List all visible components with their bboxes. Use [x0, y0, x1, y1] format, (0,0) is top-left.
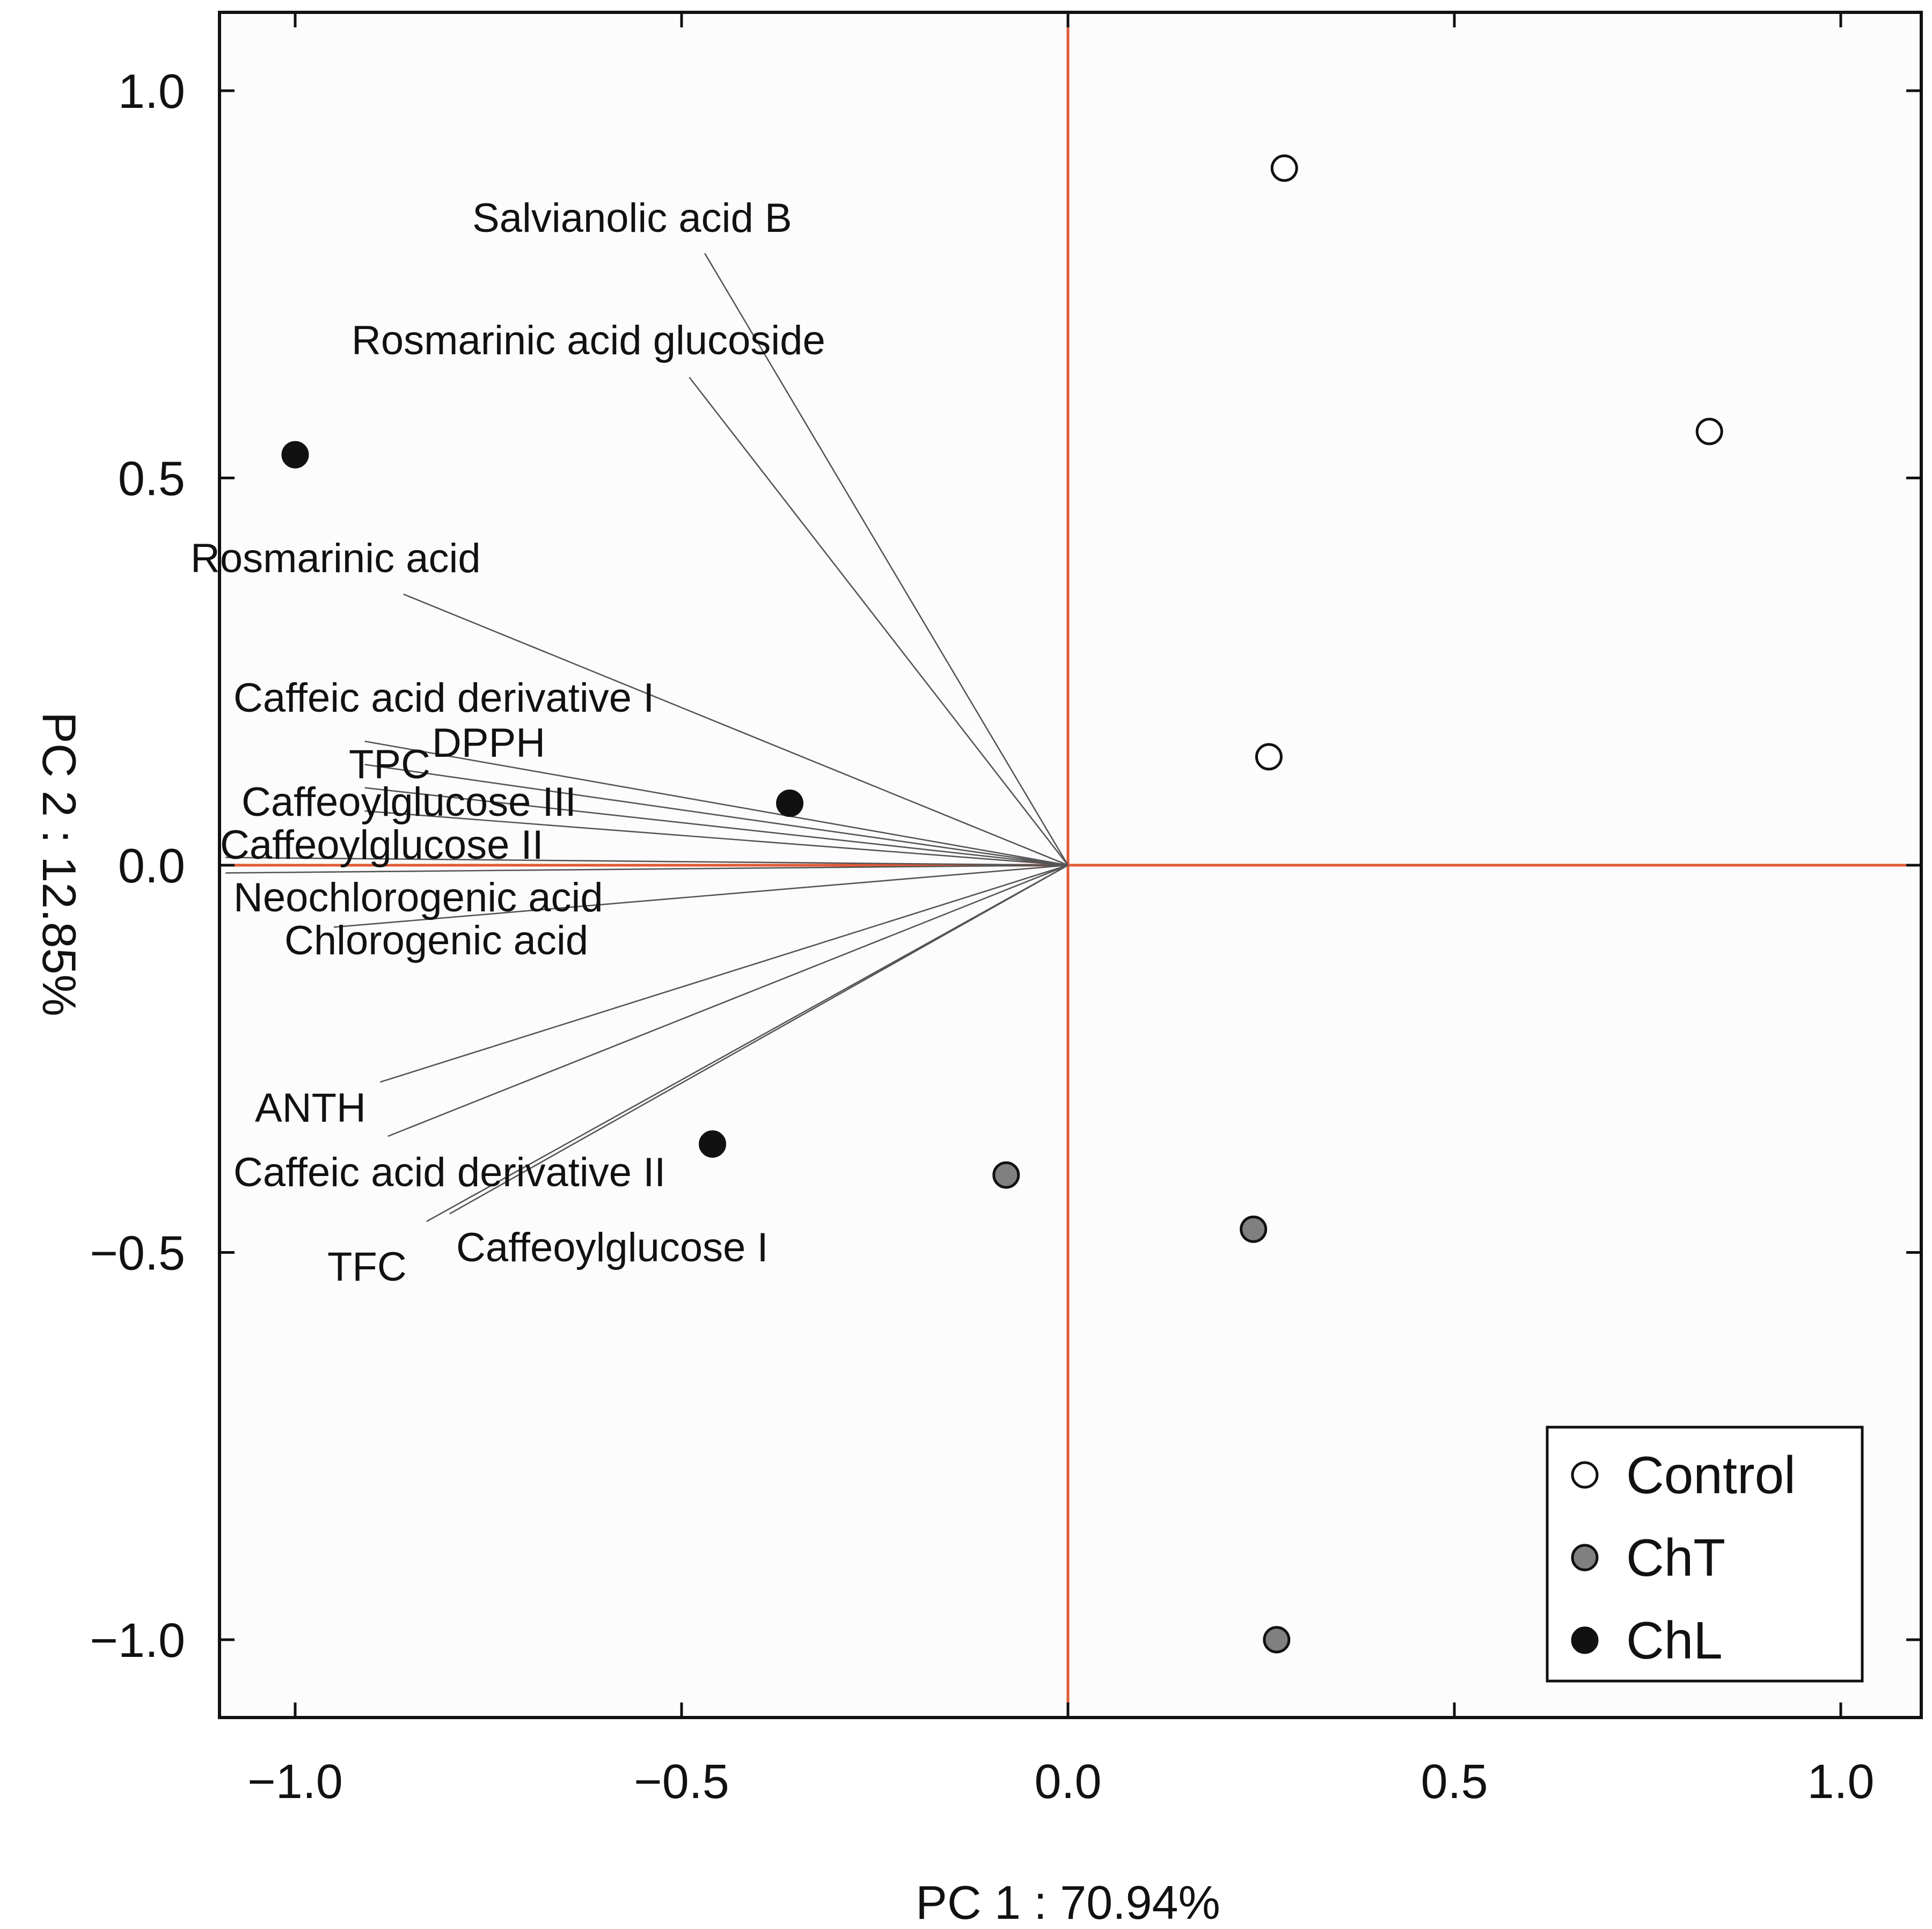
axis-ticks: [219, 12, 1921, 1718]
loading-vector-10: [380, 864, 1069, 1083]
loading-vector-3: [364, 740, 1069, 866]
variable-label: Caffeic acid derivative II: [233, 1150, 665, 1195]
loading-vector-9: [333, 864, 1069, 928]
point-control: [1255, 743, 1283, 771]
variable-label: TFC: [327, 1244, 407, 1290]
variable-label: Salvianolic acid B: [472, 195, 792, 241]
loading-vectors: [225, 253, 1069, 1222]
x-tick-label: 1.0: [1807, 1755, 1874, 1809]
point-chl: [281, 441, 309, 469]
legend-label-control: Control: [1626, 1445, 1796, 1504]
point-control: [1270, 154, 1298, 182]
loading-vector-5: [364, 787, 1069, 866]
loading-vector-1: [689, 377, 1069, 866]
x-tick-label: 0.5: [1421, 1755, 1488, 1809]
score-points: [281, 154, 1723, 1654]
loading-vector-6: [364, 810, 1069, 866]
y-axis-title: PC 2 : 12.85%: [33, 712, 86, 1016]
legend-label-cht: ChT: [1626, 1528, 1725, 1587]
point-control: [1695, 418, 1723, 445]
variable-label: Caffeic acid derivative I: [233, 675, 654, 721]
point-cht: [1263, 1626, 1291, 1654]
variable-label: Rosmarinic acid: [191, 536, 481, 581]
variable-label: Caffeoylglucose I: [456, 1225, 769, 1270]
variable-label: TPC: [349, 742, 430, 787]
y-tick-label: −0.5: [90, 1227, 185, 1281]
x-tick-label: 0.0: [1034, 1755, 1101, 1809]
variable-labels: Salvianolic acid B Rosmarinic acid glucos…: [191, 195, 825, 1290]
x-tick-label: −0.5: [634, 1755, 729, 1809]
legend-box: [1546, 1426, 1864, 1683]
y-tick-label: −1.0: [90, 1614, 185, 1668]
legend-label-chl: ChL: [1626, 1611, 1723, 1670]
variable-label: ANTH: [255, 1085, 366, 1131]
legend-marker-control: [1571, 1461, 1599, 1489]
point-cht: [992, 1161, 1020, 1189]
loading-vector-12: [426, 864, 1069, 1222]
variable-label: Caffeoylglucose II: [220, 822, 544, 868]
point-chl: [776, 790, 804, 817]
variable-label: Rosmarinic acid glucoside: [352, 318, 825, 363]
loading-vector-2: [403, 593, 1069, 866]
tick-labels: −1.0 −0.5 0.0 0.5 1.0 −1.0 −0.5 0.0 0.5 1.0: [90, 65, 1874, 1809]
loading-vector-7: [225, 857, 1069, 866]
loading-vector-11: [387, 864, 1069, 1137]
y-tick-label: 0.0: [118, 839, 185, 893]
variable-label: Chlorogenic acid: [284, 918, 588, 963]
point-cht: [1240, 1215, 1268, 1243]
loading-vector-4: [364, 764, 1069, 866]
legend-marker-chl: [1571, 1626, 1599, 1654]
y-tick-label: 1.0: [118, 65, 185, 119]
variable-label: Neochlorogenic acid: [233, 875, 603, 920]
variable-label: DPPH: [432, 720, 545, 766]
loading-vector-8: [225, 864, 1069, 874]
legend-marker-cht: [1571, 1544, 1599, 1572]
x-tick-label: −1.0: [247, 1755, 343, 1809]
loading-vector-0: [704, 253, 1069, 866]
point-chl: [699, 1130, 727, 1158]
variable-label: Caffeoylglucose III: [241, 779, 576, 825]
loading-vector-13: [449, 864, 1069, 1215]
legend: Control ChT ChL: [1546, 1426, 1864, 1683]
y-tick-label: 0.5: [118, 452, 185, 506]
x-axis-title: PC 1 : 70.94%: [916, 1876, 1220, 1929]
